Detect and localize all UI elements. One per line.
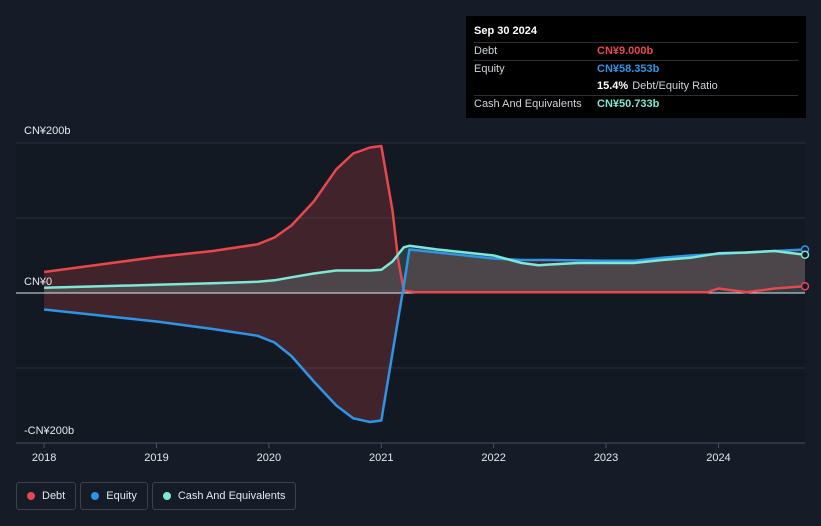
legend-label: Debt (42, 490, 66, 502)
tooltip-value: 15.4% (597, 80, 629, 92)
tooltip-row-ratio: 15.4% Debt/Equity Ratio (474, 78, 798, 95)
y-tick-label: -CN¥200b (24, 425, 74, 437)
tooltip-row-cash: Cash And Equivalents CN¥50.733b (474, 95, 798, 113)
debt-end-point (800, 282, 810, 291)
x-tick-label: 2023 (594, 452, 618, 464)
tooltip-value: CN¥58.353b (597, 63, 660, 75)
debt-line (43, 144, 806, 294)
legend: Debt Equity Cash And Equivalents (16, 482, 300, 510)
x-tick-label: 2024 (706, 452, 730, 464)
legend-item-cash[interactable]: Cash And Equivalents (151, 482, 297, 510)
cash-end-point (800, 250, 810, 259)
legend-item-equity[interactable]: Equity (80, 482, 148, 510)
legend-label: Cash And Equivalents (177, 490, 286, 502)
legend-dot-icon (91, 492, 100, 500)
equity-line (43, 248, 806, 424)
legend-label: Equity (106, 490, 137, 502)
x-tick-label: 2019 (144, 452, 168, 464)
tooltip-row-equity: Equity CN¥58.353b (474, 60, 798, 78)
x-tick-label: 2018 (32, 452, 56, 464)
x-tick-label: 2022 (481, 452, 505, 464)
x-tick-label: 2020 (257, 452, 281, 464)
legend-dot-icon (27, 492, 35, 500)
tooltip-extra: Debt/Equity Ratio (632, 80, 718, 92)
debt-area (44, 146, 806, 422)
cash-line (44, 244, 806, 290)
tooltip-row-debt: Debt CN¥9.000b (474, 42, 798, 60)
tooltip-value: CN¥9.000b (597, 45, 654, 57)
tooltip-label (474, 78, 597, 95)
tooltip-date: Sep 30 2024 (474, 25, 537, 37)
y-tick-label: CN¥0 (24, 276, 52, 288)
legend-item-debt[interactable]: Debt (16, 482, 77, 510)
y-tick-label: CN¥200b (24, 125, 70, 137)
x-tick-label: 2021 (369, 452, 393, 464)
cash-area (44, 245, 806, 293)
tooltip-label: Cash And Equivalents (474, 98, 582, 110)
tooltip-label: Debt (474, 45, 498, 57)
tooltip-panel: Sep 30 2024 Debt CN¥9.000b Equity CN¥58.… (466, 16, 806, 118)
tooltip-value: CN¥50.733b (597, 98, 660, 110)
tooltip-label: Equity (474, 63, 505, 75)
legend-dot-icon (162, 492, 171, 500)
